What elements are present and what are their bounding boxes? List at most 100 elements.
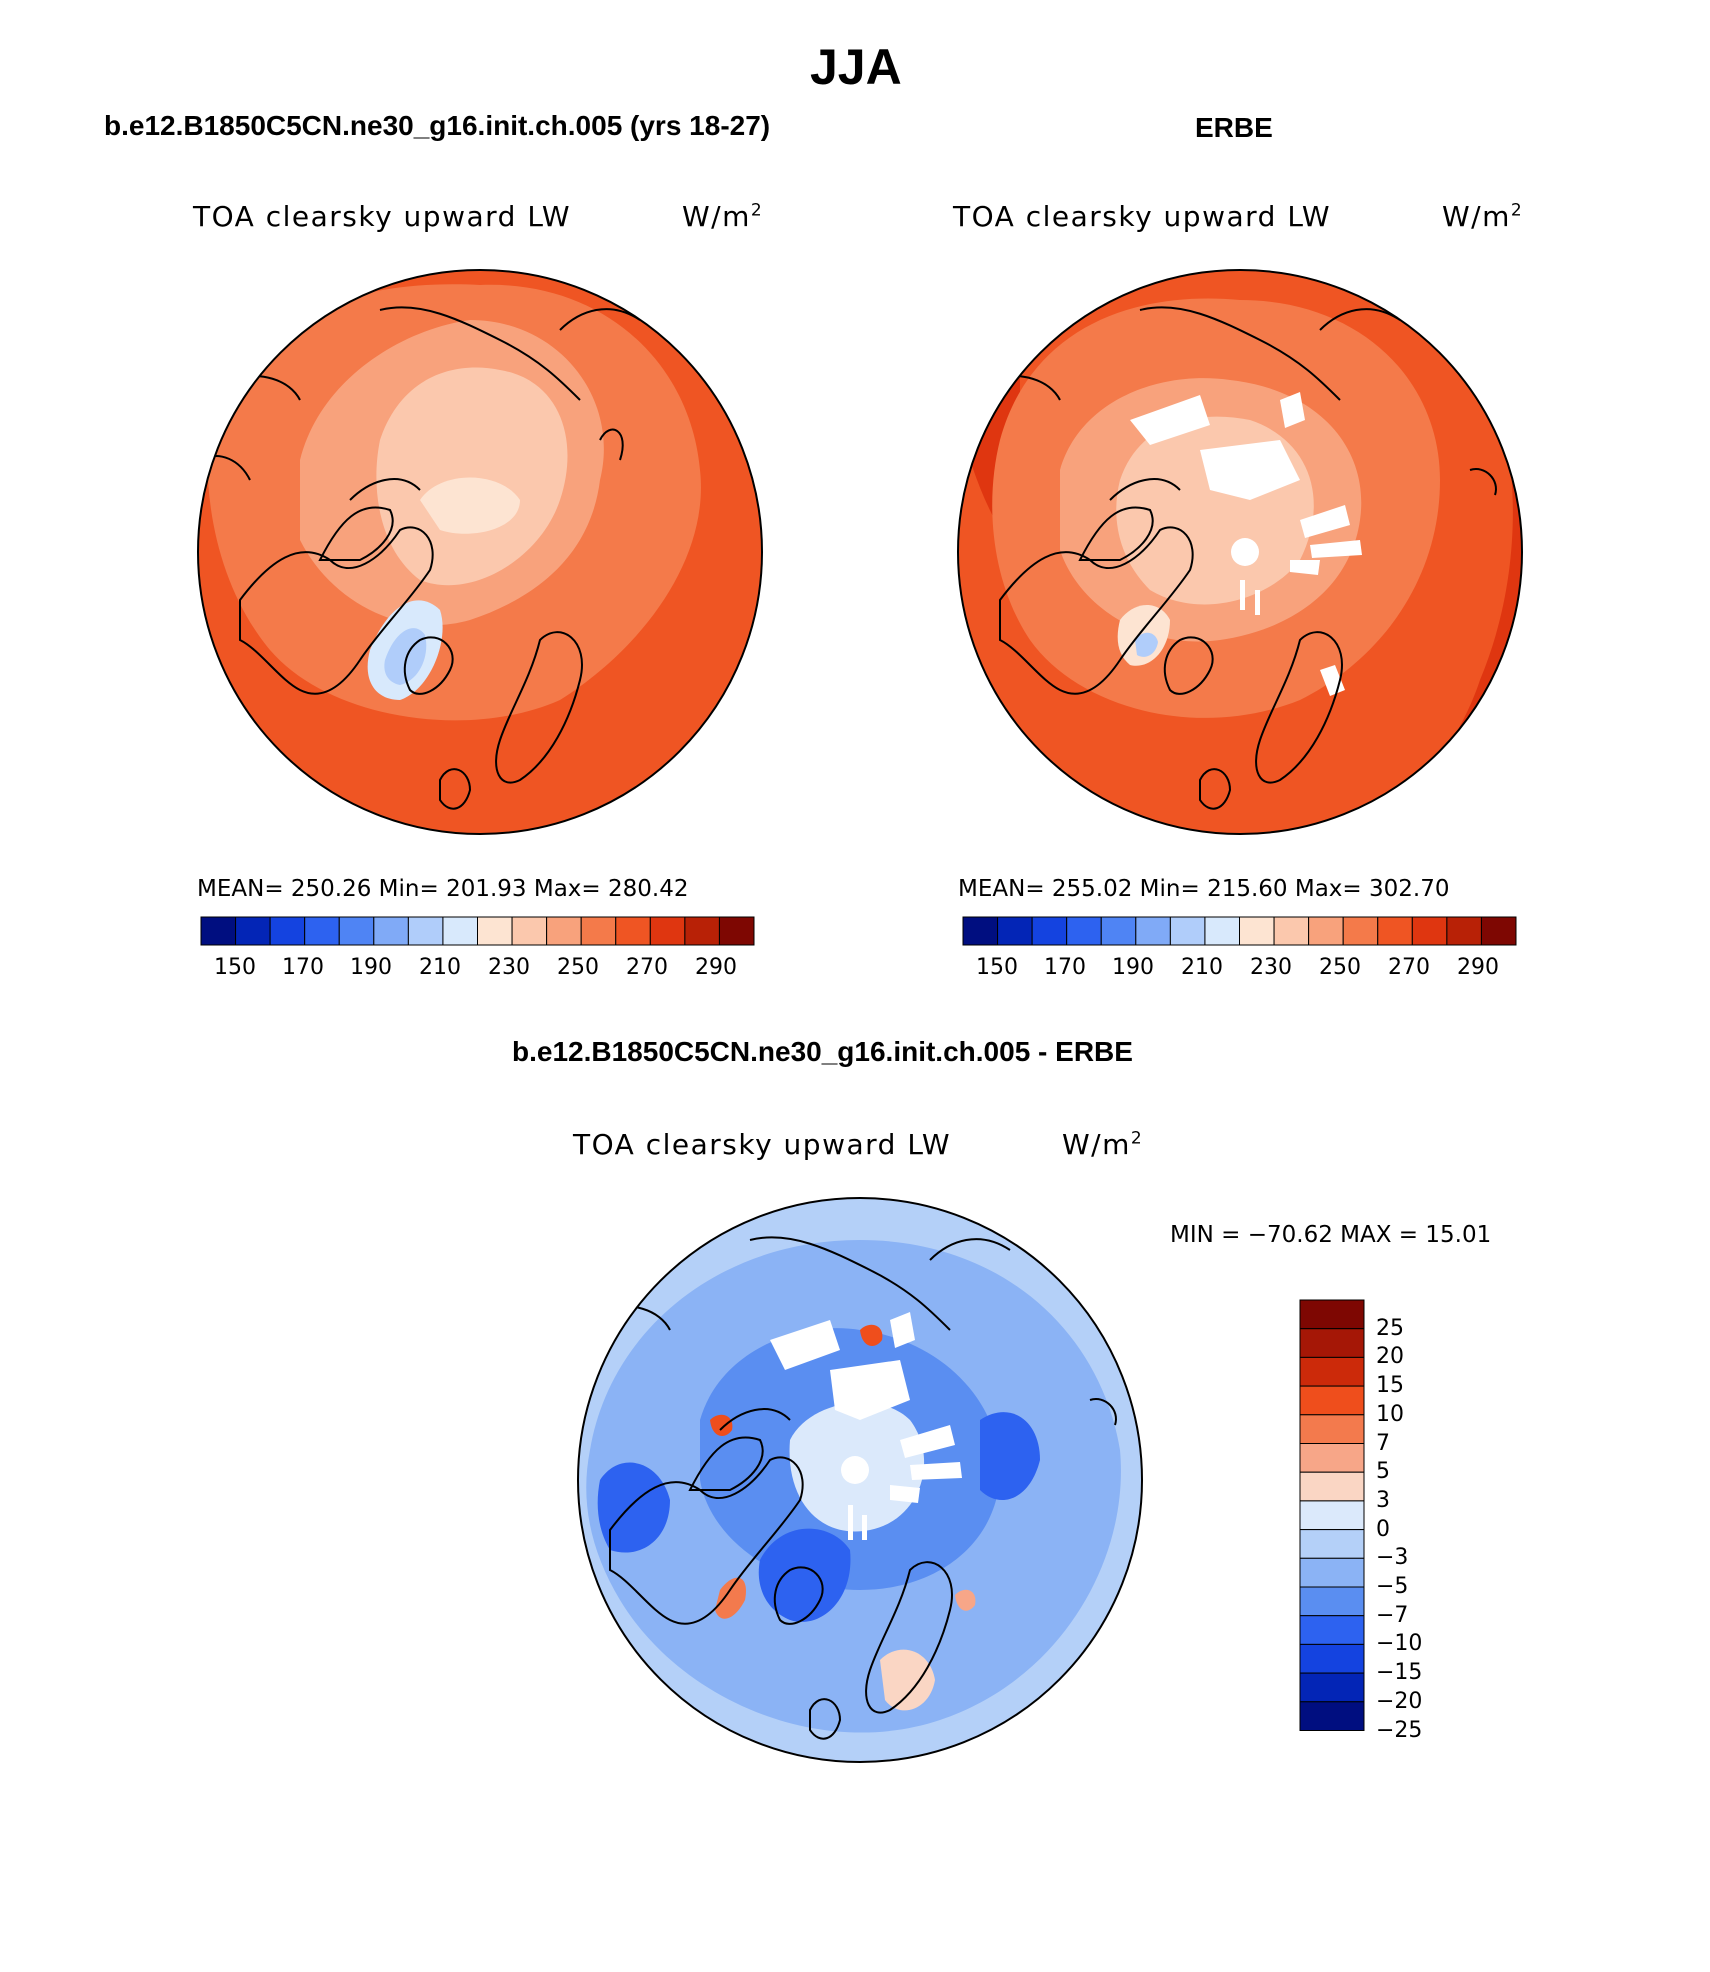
obs-coastlines [989,306,1497,810]
obs-field-greenland-core [1135,632,1158,657]
diff-colorbar-swatch-5 [1299,1443,1365,1473]
diff-field-pos-greenland [715,1577,746,1619]
diff-colorbar-label: −20 [1376,1688,1423,1714]
model-colorbar-swatch-15 [718,916,755,946]
model-colorbar-swatch-11 [580,916,617,946]
model-colorbar-swatch-12 [615,916,651,946]
model-stats-text: MEAN= 250.26 Min= 201.93 Max= 280.42 [197,876,689,902]
diff-field-pos-canada [710,1414,733,1436]
diff-colorbar-swatch-1 [1299,1328,1365,1358]
obs-field-inner [1116,416,1314,605]
obs-missing-wedge-1 [1130,395,1210,445]
model-colorbar-swatch-3 [304,916,340,946]
model-coastlines [199,306,641,810]
diff-field-blue-ring [586,1240,1121,1733]
obs-colorbar-swatch-14 [1446,916,1482,946]
obs-tick-230: 230 [1250,955,1292,980]
diff-colorbar-swatch-0 [1299,1299,1365,1330]
model-units-label: W/m2 [682,200,764,233]
diff-colorbar-label: 3 [1376,1487,1390,1513]
model-colorbar-swatch-6 [407,916,444,946]
obs-field-dark-rim-west [960,350,1020,560]
obs-colorbar-swatch-11 [1342,916,1379,946]
model-tick-250: 250 [557,955,599,980]
diff-colorbar-swatch-13 [1299,1672,1365,1703]
diff-colorbar-swatch-8 [1299,1529,1365,1559]
obs-missing-wedge-6 [1290,560,1320,575]
diff-field-pos-scand [955,1589,976,1611]
model-colorbar-swatch-8 [477,916,513,946]
obs-field-mid [1060,378,1362,642]
diff-colorbar-label: −25 [1376,1717,1423,1743]
obs-missing-pole [1231,538,1259,566]
obs-missing-wedge-3 [1280,392,1305,428]
page-title: JJA [810,39,902,95]
obs-stats-text: MEAN= 255.02 Min= 215.60 Max= 302.70 [958,876,1450,902]
model-tick-190: 190 [350,955,392,980]
obs-missing-strip-1 [1240,580,1245,610]
obs-panel-title: ERBE [1195,112,1273,143]
model-colorbar-swatch-7 [442,916,478,946]
model-colorbar-swatch-1 [235,916,271,946]
obs-field-greenland [1117,605,1170,666]
obs-tick-170: 170 [1044,955,1086,980]
diff-panel-title: b.e12.B1850C5CN.ne30_g16.init.ch.005 - E… [512,1036,1133,1067]
obs-colorbar-swatch-12 [1377,916,1413,946]
model-tick-230: 230 [488,955,530,980]
obs-missing-wedge-4 [1300,505,1350,538]
obs-colorbar-swatch-3 [1066,916,1102,946]
model-panel-title: b.e12.B1850C5CN.ne30_g16.init.ch.005 (yr… [104,110,771,141]
diff-colorbar-label: 0 [1376,1516,1390,1542]
obs-missing-wedge-2 [1200,440,1300,500]
model-colorbar-swatch-14 [684,916,720,946]
diff-colorbar-label: −5 [1376,1574,1409,1599]
obs-tick-250: 250 [1319,955,1361,980]
diff-missing-pole [841,1456,869,1484]
model-tick-170: 170 [282,955,324,980]
obs-colorbar-swatch-10 [1308,916,1344,946]
diff-colorbar-swatch-2 [1299,1356,1365,1387]
model-tick-270: 270 [626,955,668,980]
model-field-pole [420,477,520,534]
diff-colorbar-swatch-7 [1299,1500,1365,1531]
model-tick-210: 210 [419,955,461,980]
diff-colorbar-label: 25 [1376,1315,1404,1341]
diff-field-east-blue [980,1412,1040,1500]
model-field-greenland-core [384,628,427,685]
model-map-border [197,269,763,835]
obs-field-dark-rim [1380,280,1522,820]
diff-missing-wedge-2 [830,1360,910,1420]
diff-variable-label: TOA clearsky upward LW [573,1128,952,1161]
model-colorbar-swatch-2 [269,916,306,946]
diff-colorbar-label: −15 [1376,1660,1423,1686]
diff-colorbar-swatch-11 [1299,1615,1365,1645]
model-colorbar-swatch-13 [649,916,686,946]
model-colorbar-swatch-0 [200,916,237,946]
obs-colorbar-swatch-13 [1411,916,1448,946]
obs-colorbar-swatch-7 [1204,916,1240,946]
diff-colorbar-swatch-12 [1299,1643,1365,1674]
diff-missing-wedge-3 [890,1312,915,1348]
model-field-inner [376,367,568,586]
diff-colorbar-swatch-4 [1299,1414,1365,1445]
diff-colorbar-swatch-6 [1299,1471,1365,1502]
obs-missing-wedge-5 [1310,540,1362,558]
obs-missing-strip-2 [1255,590,1260,615]
model-colorbar-swatch-10 [546,916,582,946]
obs-variable-label: TOA clearsky upward LW [953,200,1332,233]
obs-field-outer-ring [992,298,1440,718]
obs-map-border [957,269,1523,835]
model-tick-150: 150 [214,955,256,980]
obs-colorbar-swatch-1 [997,916,1033,946]
obs-colorbar-swatch-9 [1273,916,1310,946]
model-colorbar-swatch-9 [511,916,548,946]
obs-tick-150: 150 [976,955,1018,980]
diff-map-background [578,1198,1142,1762]
diff-missing-wedge-6 [890,1485,920,1503]
diff-missing-wedge-5 [910,1462,962,1480]
obs-colorbar-swatch-15 [1480,916,1517,946]
diff-colorbar-label: 5 [1376,1459,1390,1485]
